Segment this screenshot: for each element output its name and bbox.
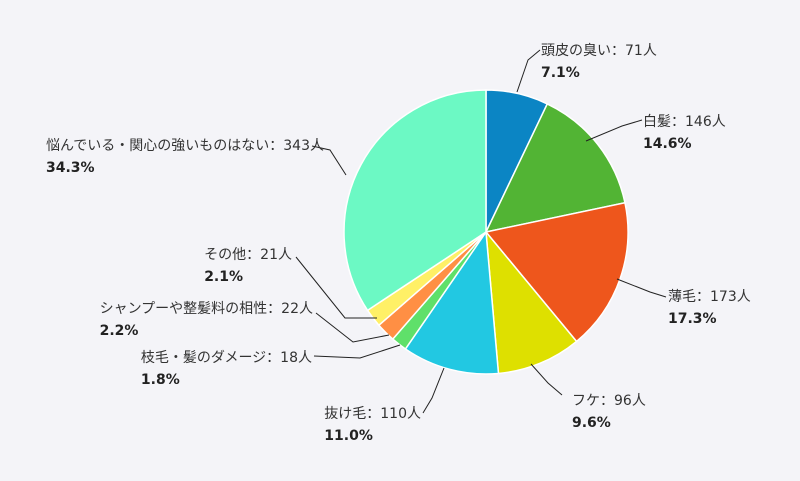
slice-percent: 7.1% [541,65,580,81]
leader-line [311,145,347,176]
slice-label: 頭皮の臭い：71人 [541,43,657,59]
slice-percent: 11.0% [324,428,373,444]
slice-label: 枝毛・髪のダメージ：18人 [141,350,312,366]
leader-line [422,367,445,414]
slice-percent: 2.2% [100,323,139,339]
slice-label: その他：21人 [204,247,292,263]
leader-line [313,344,401,359]
pie-slice [343,89,487,312]
slice-percent: 9.6% [572,415,611,431]
leader-line [315,312,390,343]
pie-slice [404,229,500,375]
slice-label: 抜け毛：110人 [324,406,421,422]
slice-labels: 頭皮の臭い：71人 7.1% 白髪：146人 14.6% 薄毛：173人 17.3% フケ：… [46,43,751,444]
slice-percent: 1.8% [141,372,180,388]
pie-slices [343,89,629,375]
slice-percent: 17.3% [668,311,717,327]
slice-percent: 34.3% [46,160,95,176]
leader-line [295,256,377,319]
leader-line [530,363,563,396]
slice-label: フケ：96人 [572,393,646,409]
slice-label: 薄毛：173人 [668,289,751,305]
slice-label: 白髪：146人 [643,114,726,130]
slice-percent: 14.6% [643,136,692,152]
pie-slice [485,229,578,375]
leader-line [585,119,643,142]
leader-line [516,49,541,93]
leader-line [616,278,667,298]
pie-slice [484,201,629,343]
slice-label: シャンプーや整髪料の相性：22人 [100,301,313,317]
leader-lines [295,49,667,414]
slice-label: 悩んでいる・関心の強いものはない：343人 [46,138,324,154]
pie-slice [484,102,626,234]
slice-percent: 2.1% [204,269,243,285]
